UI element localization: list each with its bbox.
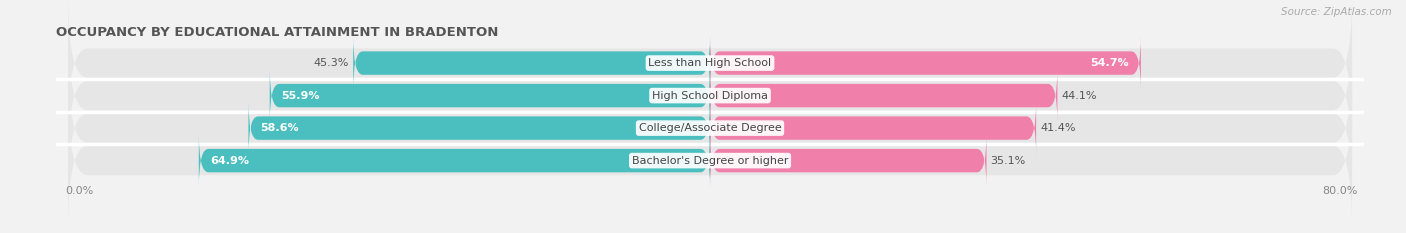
Text: 41.4%: 41.4% (1040, 123, 1076, 133)
Text: Source: ZipAtlas.com: Source: ZipAtlas.com (1281, 7, 1392, 17)
FancyBboxPatch shape (67, 62, 1353, 195)
FancyBboxPatch shape (710, 68, 1057, 123)
Text: 35.1%: 35.1% (990, 156, 1026, 166)
FancyBboxPatch shape (249, 101, 710, 155)
Text: College/Associate Degree: College/Associate Degree (638, 123, 782, 133)
Text: 44.1%: 44.1% (1062, 91, 1097, 101)
Text: 64.9%: 64.9% (211, 156, 250, 166)
FancyBboxPatch shape (710, 101, 1036, 155)
FancyBboxPatch shape (198, 133, 710, 188)
Legend: Owner-occupied, Renter-occupied: Owner-occupied, Renter-occupied (591, 230, 830, 233)
FancyBboxPatch shape (270, 68, 710, 123)
FancyBboxPatch shape (67, 29, 1353, 162)
Text: High School Diploma: High School Diploma (652, 91, 768, 101)
Text: 45.3%: 45.3% (314, 58, 349, 68)
Text: OCCUPANCY BY EDUCATIONAL ATTAINMENT IN BRADENTON: OCCUPANCY BY EDUCATIONAL ATTAINMENT IN B… (56, 26, 499, 39)
FancyBboxPatch shape (353, 36, 710, 90)
FancyBboxPatch shape (710, 133, 987, 188)
Text: 58.6%: 58.6% (260, 123, 299, 133)
Text: 54.7%: 54.7% (1091, 58, 1129, 68)
Text: 55.9%: 55.9% (281, 91, 321, 101)
FancyBboxPatch shape (67, 0, 1353, 130)
FancyBboxPatch shape (710, 36, 1140, 90)
FancyBboxPatch shape (67, 94, 1353, 227)
Text: Bachelor's Degree or higher: Bachelor's Degree or higher (631, 156, 789, 166)
Text: Less than High School: Less than High School (648, 58, 772, 68)
